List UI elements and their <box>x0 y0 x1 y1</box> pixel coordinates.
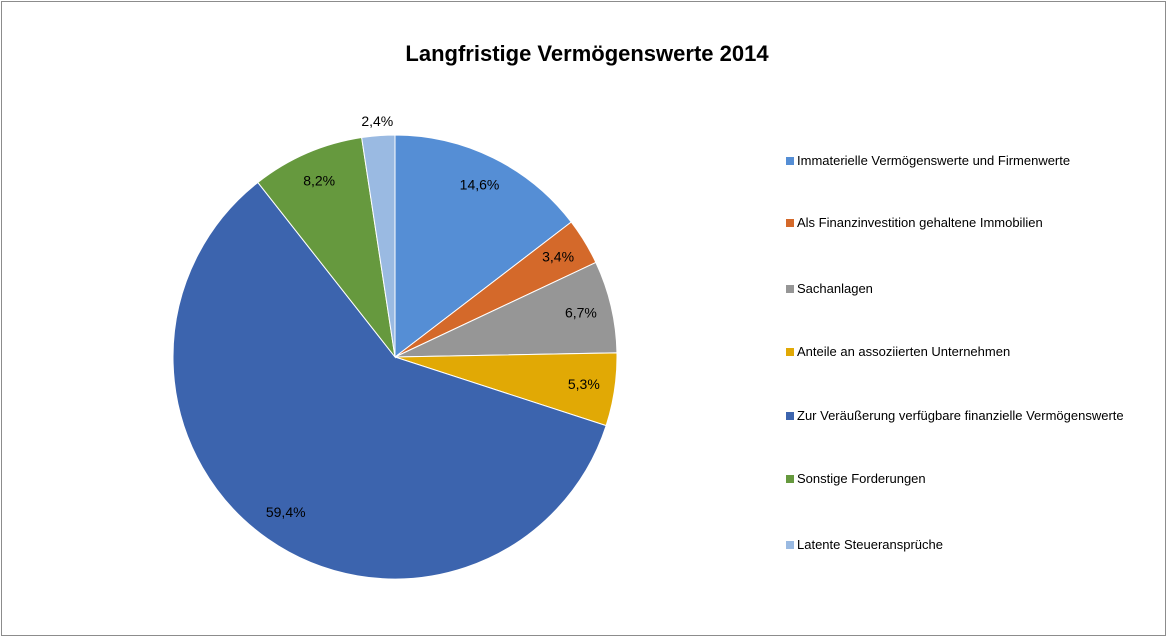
legend-swatch <box>786 475 794 483</box>
legend-item: Immaterielle Vermögenswerte und Firmenwe… <box>786 150 1136 172</box>
pie-slice <box>172 181 607 580</box>
data-label: 59,4% <box>266 504 306 520</box>
legend-swatch <box>786 412 794 420</box>
legend-label: Als Finanzinvestition gehaltene Immobili… <box>797 215 1043 230</box>
data-label: 6,7% <box>565 304 597 320</box>
legend-item: Zur Veräußerung verfügbare finanzielle V… <box>786 405 1136 427</box>
pie-slice <box>257 136 396 359</box>
legend-swatch <box>786 541 794 549</box>
data-label: 14,6% <box>460 177 500 193</box>
legend-swatch <box>786 219 794 227</box>
legend-label: Anteile an assoziierten Unternehmen <box>797 344 1011 359</box>
data-label: 3,4% <box>542 248 574 264</box>
legend-item: Latente Steueransprüche <box>786 534 1136 556</box>
chart-title: Langfristige Vermögenswerte 2014 <box>405 41 769 66</box>
legend-item: Sonstige Forderungen <box>786 468 1136 490</box>
legend-label: Immaterielle Vermögenswerte und Firmenwe… <box>797 153 1071 168</box>
legend-label: Latente Steueransprüche <box>797 537 943 552</box>
pie-slice <box>361 134 396 358</box>
data-label: 8,2% <box>303 172 335 188</box>
legend-label: Sachanlagen <box>797 281 873 296</box>
legend-label: Sonstige Forderungen <box>797 471 926 486</box>
legend-item: Sachanlagen <box>786 278 1136 300</box>
legend-swatch <box>786 157 794 165</box>
data-label: 5,3% <box>568 376 600 392</box>
legend-swatch <box>786 285 794 293</box>
legend-item: Anteile an assoziierten Unternehmen <box>786 341 1136 363</box>
pie-slice <box>394 134 572 359</box>
legend-item: Als Finanzinvestition gehaltene Immobili… <box>786 212 1136 234</box>
legend-swatch <box>786 348 794 356</box>
legend-label: Zur Veräußerung verfügbare finanzielle V… <box>797 408 1124 423</box>
data-label: 2,4% <box>361 113 393 129</box>
